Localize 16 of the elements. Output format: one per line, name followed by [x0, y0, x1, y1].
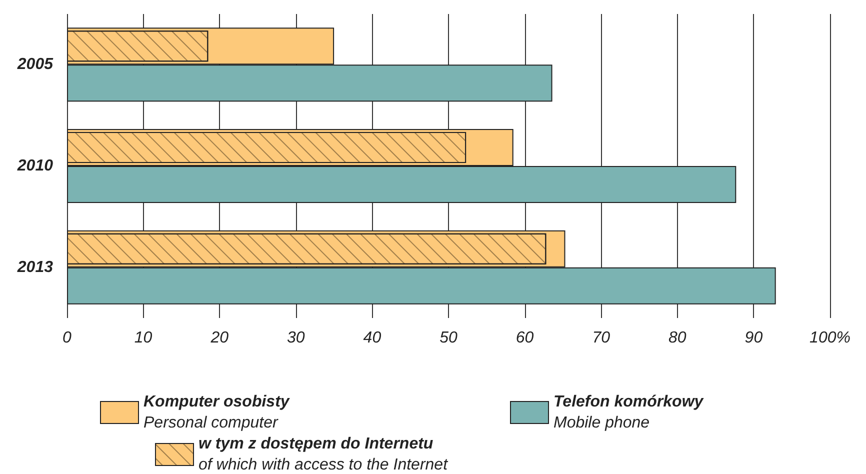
y-tick-label: 2010 [16, 158, 54, 174]
x-tick-label: 60 [516, 330, 534, 346]
x-tick-label: 70 [592, 330, 610, 346]
x-tick-label: 50 [440, 330, 458, 346]
x-tick-label: 90 [744, 330, 763, 346]
x-tick-label: 80 [668, 330, 686, 346]
legend-label: w tym z dostępem do Internetu of which with access to the Internet [198, 436, 448, 474]
x-tick-label: 30 [287, 330, 305, 346]
y-tick-label: 2013 [16, 258, 54, 276]
x-tick-label: 0 [62, 330, 72, 346]
x-tick-label: 20 [210, 330, 229, 346]
x-tick-label: 100% [810, 330, 850, 346]
legend-label: Telefon komórkowy Mobile phone [554, 394, 704, 432]
y-tick-label: 2005 [16, 56, 54, 74]
x-tick-label: 40 [363, 330, 382, 346]
x-tick-label: 10 [134, 330, 152, 346]
